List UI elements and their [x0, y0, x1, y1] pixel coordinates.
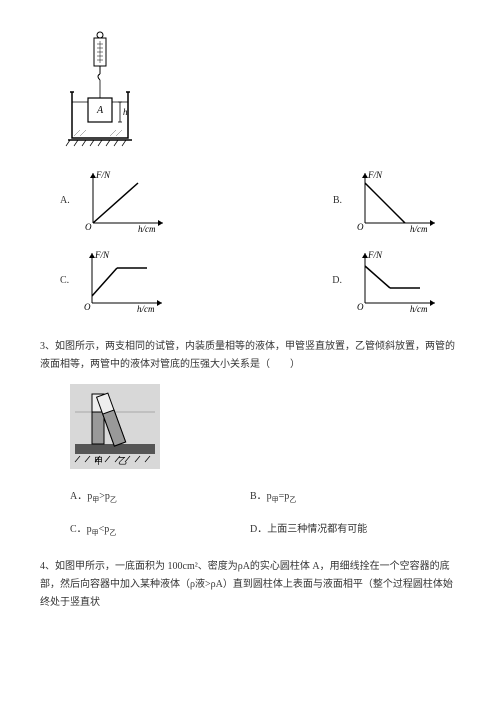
svg-text:F/N: F/N: [367, 250, 383, 260]
option-d: D. F/N h/cm O: [332, 248, 440, 313]
tube-svg: 甲 乙: [70, 384, 160, 469]
q4-number: 4、: [40, 561, 55, 572]
q3-body: 如图所示，两支相同的试管，内装质量相等的液体，甲管竖直放置，乙管倾斜放置，两管的…: [40, 341, 455, 370]
balance-svg: A h: [60, 30, 140, 150]
svg-text:h/cm: h/cm: [137, 304, 155, 313]
svg-text:h/cm: h/cm: [410, 224, 428, 233]
q3-option-d: D．上面三种情况都有可能: [250, 520, 430, 538]
option-row-1: A. F/N h/cm O B. F/N h/cm: [60, 168, 440, 233]
svg-text:h/cm: h/cm: [138, 224, 156, 233]
question-4-text: 4、如图甲所示，一底面积为 100cm²、密度为ρA的实心圆柱体 A，用细线拴在…: [40, 558, 460, 612]
q3-options: A．p甲>p乙 B．p甲=p乙 C．p甲<p乙 D．上面三种情况都有可能: [70, 487, 430, 538]
option-c-label: C.: [60, 275, 69, 286]
option-row-2: C. F/N h/cm O D. F/N: [60, 248, 440, 313]
block-label: A: [96, 105, 104, 116]
tube-figure: 甲 乙: [70, 384, 460, 472]
svg-text:O: O: [357, 222, 364, 232]
question-3-text: 3、如图所示，两支相同的试管，内装质量相等的液体，甲管竖直放置，乙管倾斜放置，两…: [40, 338, 460, 374]
option-b-label: B.: [333, 195, 342, 206]
option-c: C. F/N h/cm O: [60, 248, 167, 313]
graph-options: A. F/N h/cm O B. F/N h/cm: [60, 168, 460, 313]
graph-a: F/N h/cm O: [78, 168, 168, 233]
svg-text:F/N: F/N: [367, 170, 383, 180]
option-a-label: A.: [60, 195, 70, 206]
q3-number: 3、: [40, 341, 55, 352]
svg-text:O: O: [84, 302, 91, 312]
svg-text:O: O: [357, 302, 364, 312]
graph-d: F/N h/cm O: [350, 248, 440, 313]
option-a: A. F/N h/cm O: [60, 168, 168, 233]
svg-text:F/N: F/N: [94, 250, 110, 260]
graph-b: F/N h/cm O: [350, 168, 440, 233]
graph-c: F/N h/cm O: [77, 248, 167, 313]
q3-option-a: A．p甲>p乙: [70, 487, 250, 505]
h-label: h: [123, 107, 128, 117]
svg-text:O: O: [85, 222, 92, 232]
q4-body: 如图甲所示，一底面积为 100cm²、密度为ρA的实心圆柱体 A，用细线拴在一个…: [40, 561, 453, 608]
q3-option-b: B．p甲=p乙: [250, 487, 430, 505]
option-b: B. F/N h/cm O: [333, 168, 440, 233]
tube-label-left: 甲: [94, 456, 103, 466]
option-d-label: D.: [332, 275, 342, 286]
svg-text:h/cm: h/cm: [410, 304, 428, 313]
svg-text:F/N: F/N: [95, 170, 111, 180]
q3-option-c: C．p甲<p乙: [70, 520, 250, 538]
spring-balance-figure: A h: [60, 30, 460, 153]
tube-label-right: 乙: [118, 456, 127, 466]
